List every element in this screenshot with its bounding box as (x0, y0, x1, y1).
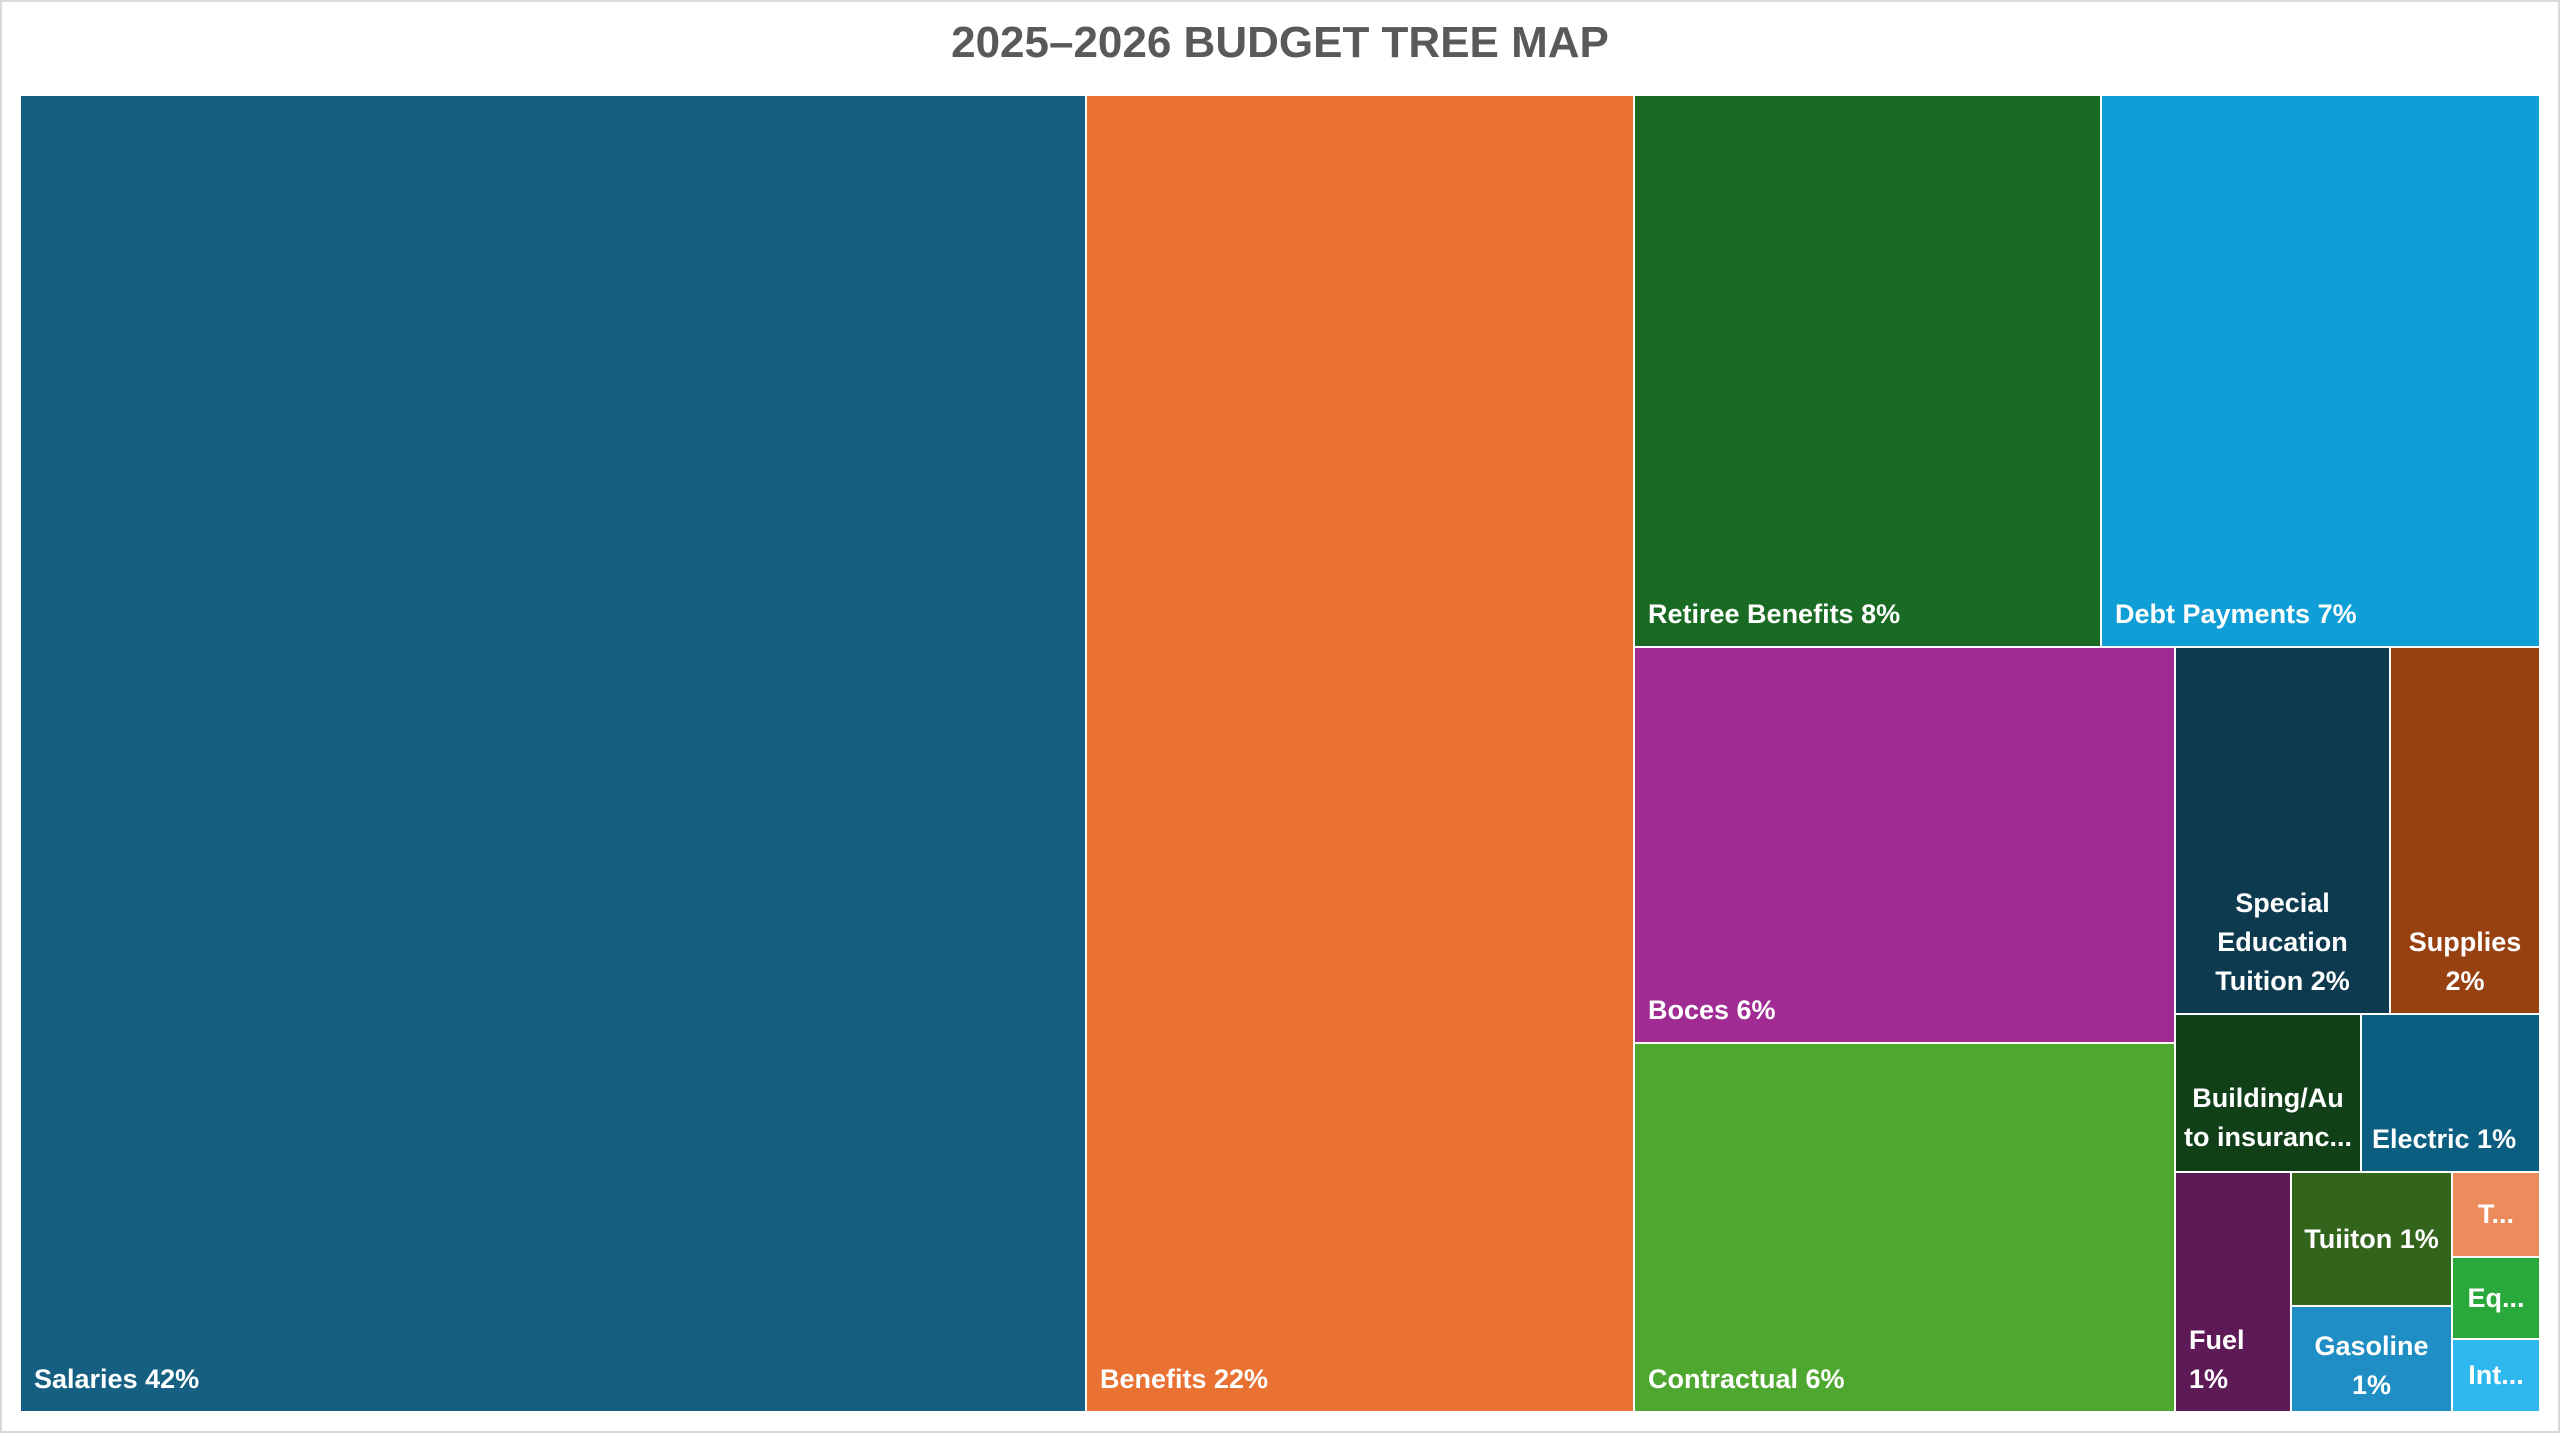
tile-electric[interactable]: Electric 1% (2361, 1014, 2540, 1172)
tile-label: Int... (2468, 1360, 2524, 1390)
tile-label: Building/Au to insuranc... (2183, 1083, 2353, 1152)
tile-label: Retiree Benefits 8% (1648, 599, 1901, 629)
tile-label: Electric 1% (2372, 1124, 2517, 1154)
tile-salaries[interactable]: Salaries 42% (20, 95, 1086, 1412)
tile-label: Gasoline 1% (2314, 1331, 2429, 1400)
tile-building-auto-insurance[interactable]: Building/Au to insuranc... (2175, 1014, 2361, 1172)
tile-label: Special Education Tuition 2% (2215, 888, 2350, 996)
tile-benefits[interactable]: Benefits 22% (1086, 95, 1634, 1412)
tile-label: Fuel 1% (2189, 1325, 2245, 1394)
tile-fuel[interactable]: Fuel 1% (2175, 1172, 2291, 1412)
tile-label: Debt Payments 7% (2115, 599, 2357, 629)
tile-label: Contractual 6% (1648, 1364, 1845, 1394)
tile-label: Tuiiton 1% (2304, 1223, 2439, 1254)
tile-label: Salaries 42% (34, 1364, 200, 1394)
tile-debt-payments[interactable]: Debt Payments 7% (2101, 95, 2540, 647)
tile-supplies[interactable]: Supplies 2% (2390, 647, 2540, 1014)
tile-eq[interactable]: Eq... (2452, 1257, 2540, 1339)
tile-boces[interactable]: Boces 6% (1634, 647, 2175, 1043)
tile-label: T... (2477, 1199, 2514, 1229)
tile-contractual[interactable]: Contractual 6% (1634, 1043, 2175, 1412)
chart-title: 2025–2026 BUDGET TREE MAP (951, 18, 1609, 67)
tile-int[interactable]: Int... (2452, 1339, 2540, 1412)
tile-label: Boces 6% (1648, 995, 1776, 1025)
tile-tuiiton[interactable]: Tuiiton 1% (2291, 1172, 2452, 1306)
tile-label: Supplies 2% (2408, 927, 2522, 996)
tile-t[interactable]: T... (2452, 1172, 2540, 1257)
tile-special-education-tuition[interactable]: Special Education Tuition 2% (2175, 647, 2390, 1014)
tile-label: Eq... (2467, 1282, 2525, 1313)
tile-gasoline[interactable]: Gasoline 1% (2291, 1306, 2452, 1412)
tile-retiree-benefits[interactable]: Retiree Benefits 8% (1634, 95, 2101, 647)
tile-label: Benefits 22% (1100, 1364, 1269, 1394)
